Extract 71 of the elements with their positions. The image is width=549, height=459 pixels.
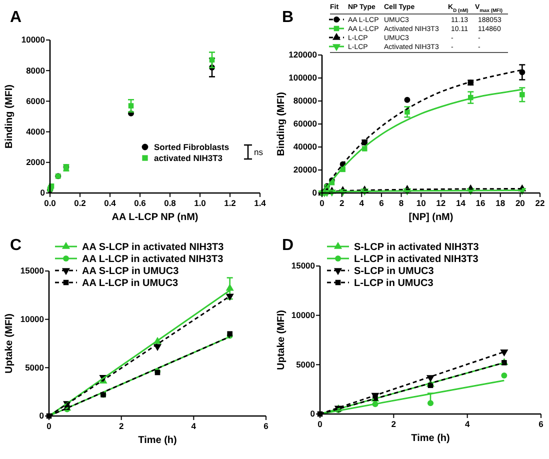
legend-label: AA S-LCP in UMUC3 — [82, 266, 180, 277]
y-tick-label: 4000 — [26, 126, 46, 137]
y-axis-title: Uptake (MFI) — [4, 314, 15, 374]
y-tick-label: 100000 — [288, 72, 318, 83]
x-tick-label: 0 — [320, 198, 325, 208]
x-tick-label: 2 — [391, 419, 396, 429]
chart-title: D — [282, 237, 294, 254]
legend-label: S-LCP in UMUC3 — [354, 266, 434, 277]
x-tick-label: 4 — [191, 421, 196, 431]
x-tick-label: 1.0 — [194, 198, 206, 208]
y-tick-label: 5000 — [25, 362, 44, 372]
y-tick-label: 8000 — [26, 65, 46, 76]
y-tick-label: 0 — [312, 188, 318, 198]
y-axis-title: Uptake (MFI) — [276, 310, 287, 370]
chart-title: B — [282, 9, 294, 26]
legend-label: L-LCP in UMUC3 — [354, 278, 434, 289]
y-tick-label: 5000 — [296, 359, 316, 370]
legend-label: activated NIH3T3 — [154, 153, 223, 163]
y-tick-label: 10000 — [291, 310, 316, 320]
x-tick-label: 0.4 — [104, 198, 116, 208]
y-tick-label: 40000 — [293, 142, 318, 152]
x-tick-label: 2 — [118, 421, 124, 431]
x-tick-label: 18 — [496, 198, 506, 208]
x-tick-label: 4 — [464, 419, 470, 429]
x-axis-title: [NP] (nM) — [408, 212, 454, 223]
y-tick-label: 10000 — [21, 34, 46, 45]
x-tick-label: 0.6 — [134, 198, 146, 208]
legend-label: AA S-LCP in activated NIH3T3 — [82, 242, 224, 253]
legend-label: L-LCP in activated NIH3T3 — [354, 254, 479, 265]
x-tick-label: 10 — [416, 198, 426, 208]
x-tick-label: 20 — [515, 198, 526, 208]
y-tick-label: 0 — [40, 188, 46, 198]
y-tick-label: 10000 — [20, 314, 44, 324]
x-tick-label: 0.8 — [164, 198, 176, 208]
y-tick-label: 15000 — [20, 266, 44, 276]
x-tick-label: 8 — [398, 198, 404, 208]
x-tick-label: 0 — [46, 421, 52, 431]
legend-label: Sorted Fibroblasts — [154, 142, 230, 152]
x-tick-label: 1.2 — [224, 198, 236, 208]
x-tick-label: 0.2 — [74, 198, 86, 208]
x-tick-label: 14 — [456, 198, 466, 208]
legend-label: AA L-LCP in UMUC3 — [82, 278, 179, 289]
x-axis-title: Time (h) — [411, 433, 450, 444]
y-tick-label: 0 — [310, 408, 316, 419]
chart-title: C — [10, 237, 22, 254]
y-tick-label: 2000 — [26, 157, 46, 168]
y-tick-label: 120000 — [288, 50, 318, 60]
x-tick-label: 6 — [538, 419, 544, 429]
y-tick-label: 6000 — [26, 96, 46, 106]
legend-label: AA L-LCP in activated NIH3T3 — [82, 254, 224, 265]
x-tick-label: 22 — [535, 198, 545, 208]
x-tick-label: 16 — [476, 198, 486, 208]
chart-title: A — [10, 9, 22, 26]
x-tick-label: 4 — [359, 198, 364, 208]
y-tick-label: 80000 — [293, 96, 318, 106]
annotation: ns — [254, 147, 263, 157]
x-tick-label: 1.4 — [254, 198, 266, 208]
x-tick-label: 12 — [436, 198, 446, 208]
x-axis-title: Time (h) — [138, 435, 177, 446]
y-tick-label: 15000 — [291, 260, 316, 271]
y-axis-title: Binding (MFI) — [276, 92, 287, 156]
y-tick-label: 0 — [39, 410, 44, 421]
x-tick-label: 0.0 — [44, 198, 56, 208]
y-tick-label: 20000 — [293, 164, 318, 175]
legend-label: S-LCP in activated NIH3T3 — [354, 242, 480, 253]
x-tick-label: 6 — [379, 198, 384, 208]
y-axis-title: Binding (MFI) — [4, 84, 15, 148]
y-tick-label: 60000 — [293, 118, 318, 129]
x-tick-label: 2 — [339, 198, 344, 208]
x-axis-title: AA L-LCP NP (nM) — [112, 212, 198, 223]
x-tick-label: 6 — [264, 421, 269, 431]
